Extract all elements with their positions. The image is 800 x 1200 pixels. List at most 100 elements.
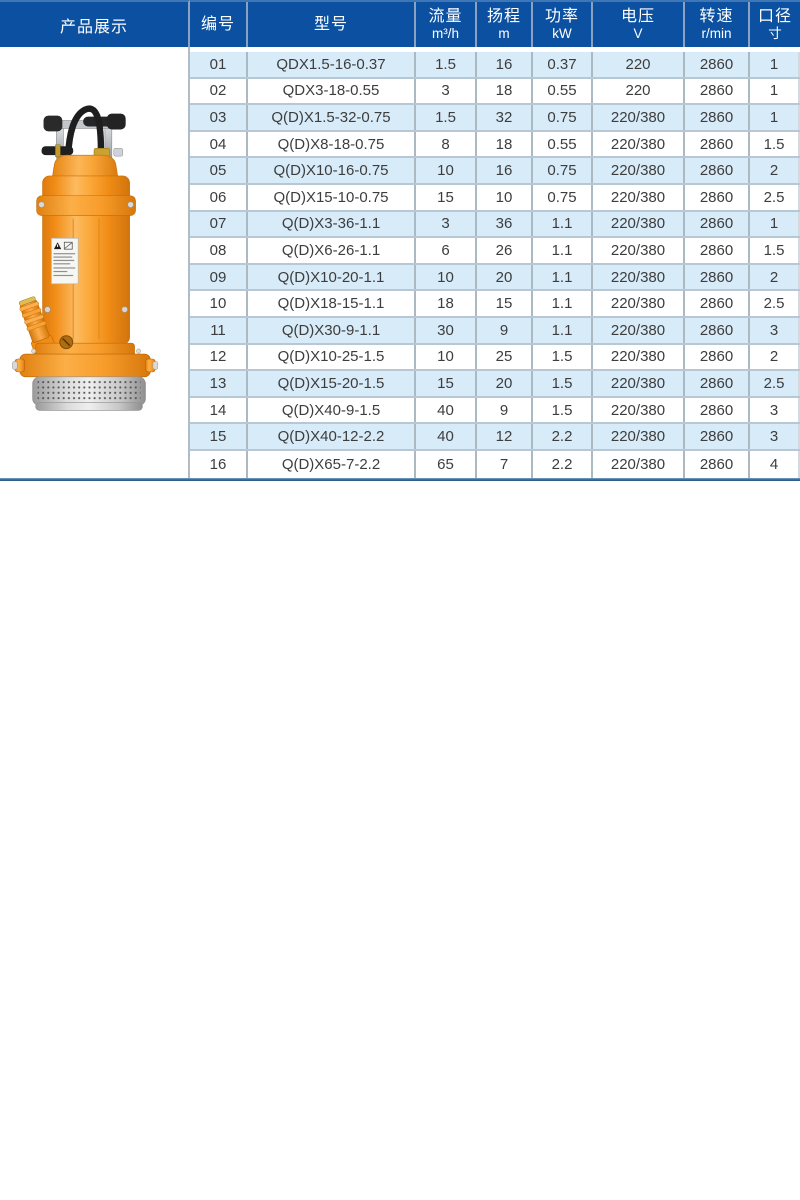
table-row: 05 Q(D)X10-16-0.75 10 16 0.75 220/380 2860 2 bbox=[190, 158, 800, 185]
cell-flow: 30 bbox=[416, 317, 477, 343]
pump-body bbox=[36, 175, 136, 345]
cell-diameter: 3 bbox=[750, 317, 800, 343]
cell-no: 13 bbox=[190, 371, 248, 396]
cell-power: 2.2 bbox=[533, 450, 593, 478]
table-row: 07 Q(D)X3-36-1.1 3 36 1.1 220/380 2860 1 bbox=[190, 211, 800, 239]
cell-power: 1.5 bbox=[533, 371, 593, 396]
cell-diameter: 2 bbox=[750, 158, 800, 183]
cell-diameter: 1 bbox=[750, 78, 800, 104]
table-row: 09 Q(D)X10-20-1.1 10 20 1.1 220/380 2860 2 bbox=[190, 264, 800, 292]
header-unit: r/min bbox=[701, 26, 732, 41]
table-row: 11 Q(D)X30-9-1.1 30 9 1.1 220/380 2860 3 bbox=[190, 317, 800, 345]
header-unit: V bbox=[633, 26, 643, 41]
cell-flow: 40 bbox=[416, 424, 477, 449]
header-label: 扬程 bbox=[486, 7, 521, 25]
cell-head: 18 bbox=[477, 131, 533, 157]
cell-flow: 15 bbox=[416, 371, 477, 396]
cell-voltage: 220/380 bbox=[593, 105, 685, 130]
cell-diameter: 2.5 bbox=[750, 291, 800, 316]
cell-head: 26 bbox=[477, 238, 533, 263]
header-diameter: 口径寸 bbox=[750, 2, 800, 47]
cell-power: 1.1 bbox=[533, 211, 593, 237]
cell-model: QDX3-18-0.55 bbox=[248, 78, 416, 104]
cell-flow: 10 bbox=[416, 158, 477, 183]
cell-diameter: 1 bbox=[750, 211, 800, 237]
cell-head: 7 bbox=[477, 450, 533, 478]
cell-flow: 15 bbox=[416, 184, 477, 210]
cell-speed: 2860 bbox=[685, 424, 750, 449]
pump-strainer bbox=[32, 376, 146, 411]
cell-voltage: 220/380 bbox=[593, 131, 685, 157]
cell-flow: 65 bbox=[416, 450, 477, 478]
table-row: 03 Q(D)X1.5-32-0.75 1.5 32 0.75 220/380 2860 1 bbox=[190, 105, 800, 132]
product-display-title: 产品展示 bbox=[59, 18, 128, 36]
table-body: 01 QDX1.5-16-0.37 1.5 16 0.37 220 2860 1 02 QDX3-… bbox=[190, 52, 800, 478]
cell-head: 9 bbox=[477, 317, 533, 343]
cell-power: 2.2 bbox=[533, 424, 593, 449]
cell-no: 15 bbox=[190, 424, 248, 449]
cell-no: 01 bbox=[190, 52, 248, 77]
cell-no: 04 bbox=[190, 131, 248, 157]
header-voltage: 电压 V bbox=[593, 2, 685, 47]
cell-no: 16 bbox=[190, 450, 248, 478]
product-spec-sheet: 产品展示 bbox=[0, 0, 800, 481]
cell-flow: 3 bbox=[416, 211, 477, 237]
product-photo-cell bbox=[0, 47, 190, 478]
pump-cable bbox=[41, 105, 123, 158]
cell-voltage: 220/380 bbox=[593, 264, 685, 290]
cell-model: Q(D)X40-12-2.2 bbox=[248, 424, 416, 449]
cell-voltage: 220/380 bbox=[593, 371, 685, 396]
table-layout: 产品展示 bbox=[0, 0, 800, 478]
product-display-header: 产品展示 bbox=[0, 0, 190, 47]
cell-no: 02 bbox=[190, 78, 248, 104]
cell-flow: 6 bbox=[416, 238, 477, 263]
cell-power: 0.75 bbox=[533, 105, 593, 130]
cell-model: Q(D)X10-20-1.1 bbox=[248, 264, 416, 290]
cell-no: 08 bbox=[190, 238, 248, 263]
cell-no: 14 bbox=[190, 397, 248, 423]
cell-power: 1.1 bbox=[533, 238, 593, 263]
cell-head: 9 bbox=[477, 397, 533, 423]
cell-power: 0.55 bbox=[533, 78, 593, 104]
cell-speed: 2860 bbox=[685, 105, 750, 130]
cell-voltage: 220/380 bbox=[593, 344, 685, 370]
cell-power: 1.5 bbox=[533, 397, 593, 423]
cell-voltage: 220 bbox=[593, 52, 685, 77]
cell-head: 20 bbox=[477, 264, 533, 290]
cell-speed: 2860 bbox=[685, 131, 750, 157]
cell-speed: 2860 bbox=[685, 291, 750, 316]
header-unit: m³/h bbox=[432, 26, 459, 41]
cell-power: 1.1 bbox=[533, 317, 593, 343]
cell-flow: 1.5 bbox=[416, 105, 477, 130]
table-row: 16 Q(D)X65-7-2.2 65 7 2.2 220/380 2860 4 bbox=[190, 450, 800, 478]
cell-speed: 2860 bbox=[685, 158, 750, 183]
cell-diameter: 1 bbox=[750, 52, 800, 77]
cell-power: 1.1 bbox=[533, 264, 593, 290]
cell-speed: 2860 bbox=[685, 238, 750, 263]
table-row: 12 Q(D)X10-25-1.5 10 25 1.5 220/380 2860 2 bbox=[190, 344, 800, 372]
cell-diameter: 4 bbox=[750, 450, 800, 478]
cell-speed: 2860 bbox=[685, 317, 750, 343]
table-row: 02 QDX3-18-0.55 3 18 0.55 220 2860 1 bbox=[190, 78, 800, 106]
header-speed: 转速 r/min bbox=[685, 2, 750, 47]
cell-model: Q(D)X3-36-1.1 bbox=[248, 211, 416, 237]
product-display-column: 产品展示 bbox=[0, 0, 190, 478]
cell-power: 1.5 bbox=[533, 344, 593, 370]
cell-model: Q(D)X1.5-32-0.75 bbox=[248, 105, 416, 130]
cell-speed: 2860 bbox=[685, 184, 750, 210]
cell-head: 10 bbox=[477, 184, 533, 210]
cell-head: 16 bbox=[477, 52, 533, 77]
header-unit: m bbox=[498, 26, 510, 41]
cell-no: 11 bbox=[190, 317, 248, 343]
cell-voltage: 220/380 bbox=[593, 184, 685, 210]
cell-speed: 2860 bbox=[685, 211, 750, 237]
cell-voltage: 220/380 bbox=[593, 317, 685, 343]
cell-model: Q(D)X10-25-1.5 bbox=[248, 344, 416, 370]
cell-flow: 40 bbox=[416, 397, 477, 423]
cell-speed: 2860 bbox=[685, 78, 750, 104]
cell-power: 0.55 bbox=[533, 131, 593, 157]
cell-voltage: 220/380 bbox=[593, 158, 685, 183]
cell-model: Q(D)X65-7-2.2 bbox=[248, 450, 416, 478]
cell-model: QDX1.5-16-0.37 bbox=[248, 52, 416, 77]
cell-voltage: 220/380 bbox=[593, 450, 685, 478]
